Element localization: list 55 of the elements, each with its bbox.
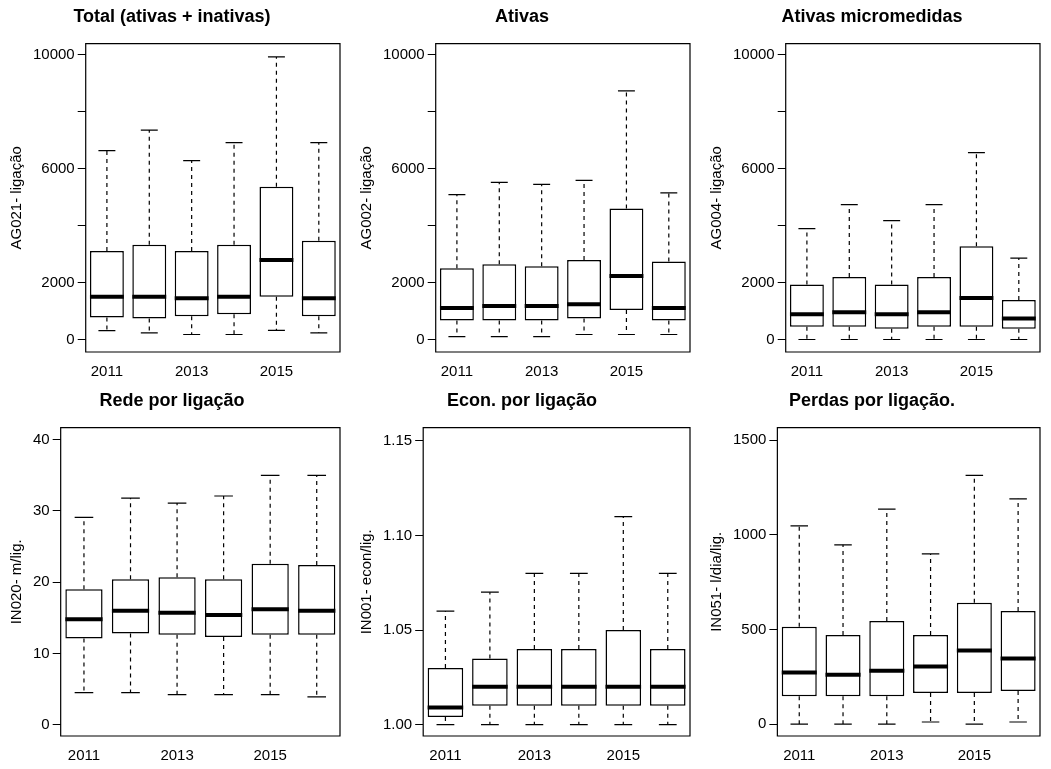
x-tick-label: 2015: [253, 746, 287, 764]
y-tick-label: 1.10: [382, 525, 413, 543]
y-axis-title: AG002- ligação: [357, 146, 375, 250]
x-tick-label: 2013: [174, 362, 209, 380]
x-tick-label: 2011: [440, 362, 474, 380]
x-tick-label: 2011: [790, 362, 824, 380]
y-axis-title: IN051- l/dia/lig.: [707, 531, 725, 632]
y-tick-label: 0: [416, 329, 425, 347]
x-tick-label: 2013: [160, 746, 194, 764]
x-tick-label: 2015: [606, 746, 640, 764]
y-axis-title: AG004- ligação: [707, 146, 725, 250]
y-tick-label: 30: [33, 501, 50, 519]
y-tick-label: 6000: [41, 158, 75, 176]
x-tick-label: 2013: [870, 746, 904, 764]
y-tick-label: 6000: [741, 158, 775, 176]
x-tick-label: 2015: [609, 362, 644, 380]
chart-title: Ativas: [494, 5, 550, 26]
y-tick-label: 10000: [32, 45, 75, 63]
x-tick-label: 2011: [783, 746, 816, 764]
y-tick-label: 10: [33, 643, 50, 661]
x-tick-label: 2015: [957, 746, 992, 764]
x-tick-label: 2011: [67, 746, 101, 764]
y-tick-label: 1500: [732, 430, 767, 448]
y-tick-label: 1000: [732, 524, 767, 542]
x-tick-label: 2015: [259, 362, 294, 380]
y-axis-title: IN020- m/lig.: [7, 539, 25, 625]
y-tick-label: 1.15: [382, 430, 413, 448]
chart-title: Perdas por ligação.: [788, 389, 956, 410]
y-tick-label: 2000: [391, 272, 425, 290]
y-tick-label: 2000: [41, 272, 75, 290]
x-tick-label: 2013: [524, 362, 559, 380]
y-tick-label: 10000: [732, 45, 775, 63]
y-tick-label: 0: [66, 329, 75, 347]
x-tick-label: 2013: [874, 362, 909, 380]
y-tick-label: 10000: [382, 45, 425, 63]
y-tick-label: 1.05: [382, 620, 413, 638]
x-tick-label: 2011: [90, 362, 124, 380]
y-tick-label: 6000: [391, 158, 425, 176]
y-tick-label: 1.00: [382, 714, 413, 732]
chart-title: Rede por ligação: [99, 389, 245, 410]
y-tick-label: 20: [33, 572, 50, 590]
x-tick-label: 2015: [959, 362, 994, 380]
y-tick-label: 0: [758, 714, 767, 732]
chart-title: Total (ativas + inativas): [73, 5, 271, 26]
x-tick-label: 2011: [429, 746, 462, 764]
y-axis-title: IN001- econ/lig.: [357, 529, 375, 635]
y-axis-title: AG021- ligação: [7, 146, 25, 250]
y-tick-label: 0: [766, 329, 775, 347]
y-tick-label: 2000: [741, 272, 775, 290]
x-tick-label: 2013: [517, 746, 552, 764]
chart-title: Ativas micromedidas: [781, 5, 963, 26]
y-tick-label: 40: [33, 429, 50, 447]
chart-title: Econ. por ligação: [446, 389, 598, 410]
y-tick-label: 500: [741, 619, 767, 637]
y-tick-label: 0: [41, 714, 50, 732]
